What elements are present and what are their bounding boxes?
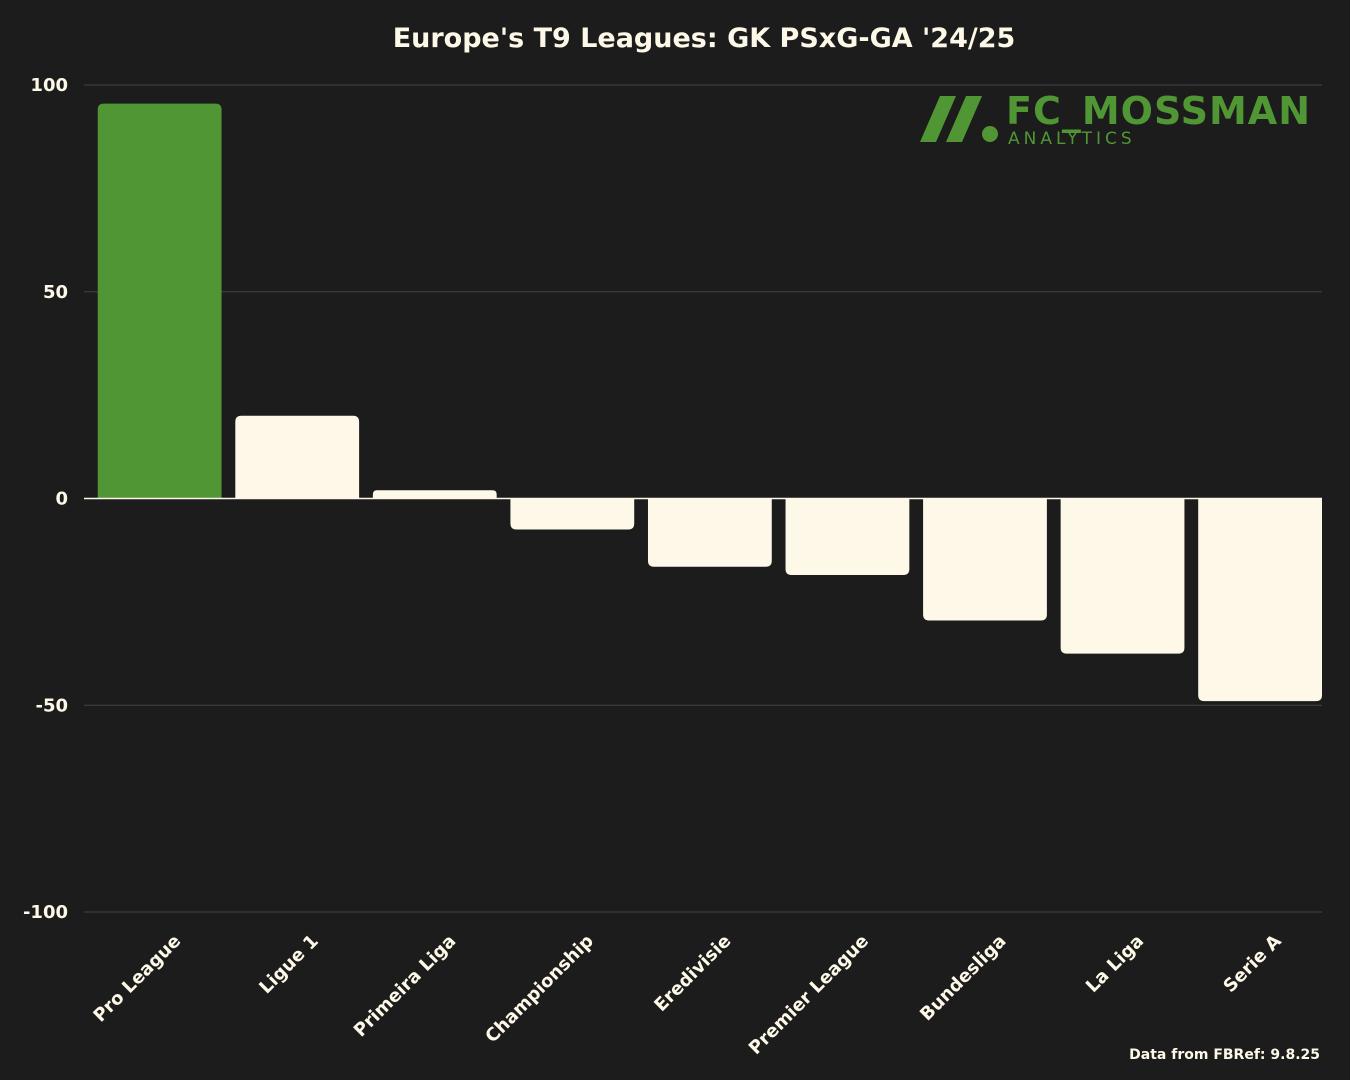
bar-bundesliga xyxy=(923,498,1047,621)
bar-serie-a xyxy=(1198,498,1322,702)
brand-tagline: ANALYTICS xyxy=(1008,129,1136,149)
y-tick-label: 50 xyxy=(43,282,68,303)
bar-eredivisie xyxy=(647,498,772,567)
bar-premier-league xyxy=(785,498,910,575)
y-tick-label: -100 xyxy=(23,902,68,923)
chart-title: Europe's T9 Leagues: GK PSxG-GA '24/25 xyxy=(393,23,1016,54)
source-note: Data from FBRef: 9.8.25 xyxy=(1129,1047,1320,1063)
y-tick-label: 100 xyxy=(30,75,68,96)
y-axis-ticks: 100 50 0 -50 -100 xyxy=(23,75,68,923)
brand-logo-ball-icon xyxy=(982,126,998,142)
brand-logo: FC_MOSSMAN ANALYTICS xyxy=(920,89,1311,149)
y-tick-label: -50 xyxy=(35,695,68,716)
bar-championship xyxy=(510,498,635,530)
brand-logo-stripe-icon xyxy=(920,96,956,142)
bars xyxy=(97,103,1322,702)
brand-name: FC_MOSSMAN xyxy=(1006,89,1311,133)
bar-ligue-1 xyxy=(235,415,360,499)
bar-la-liga xyxy=(1060,498,1185,654)
bar-pro-league xyxy=(97,103,222,499)
bar-primeira-liga xyxy=(372,490,497,499)
brand-logo-stripe-icon xyxy=(946,96,982,142)
y-tick-label: 0 xyxy=(55,489,68,510)
